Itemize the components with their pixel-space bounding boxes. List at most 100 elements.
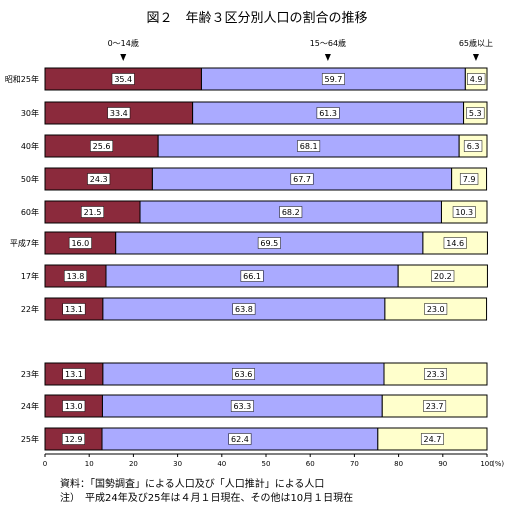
data-label-box: [443, 237, 467, 249]
data-label: 21.5: [84, 208, 102, 217]
x-axis: 0 10 20 30 40 50 60 70 80 90 100(%): [43, 453, 504, 468]
data-label-box: [424, 368, 447, 380]
data-label: 23.7: [426, 402, 444, 411]
data-label: 66.1: [243, 272, 261, 281]
data-label: 69.5: [260, 239, 278, 248]
legend-arrow: [120, 54, 127, 61]
category-label: 24年: [21, 401, 39, 411]
legend-label: 15～64歳: [310, 38, 346, 48]
legend-arrow: [324, 54, 331, 61]
notes: 資料：「国勢調査」による人口及び「人口推計」による人口 注） 平成24年及び25…: [60, 478, 353, 506]
data-label-box: [240, 270, 264, 282]
category-label: 25年: [21, 434, 39, 444]
data-label: 24.7: [424, 435, 442, 444]
data-label: 6.3: [467, 142, 480, 151]
category-label: 30年: [21, 108, 39, 118]
data-label-box: [90, 140, 114, 152]
data-label-box: [81, 206, 104, 218]
data-label: 35.4: [114, 75, 132, 84]
data-label-box: [424, 303, 448, 315]
data-label: 4.9: [470, 75, 483, 84]
data-label: 33.4: [110, 109, 128, 118]
x-tick-label: 60: [306, 460, 315, 468]
data-label: 10.3: [455, 208, 473, 217]
data-label-box: [257, 237, 281, 249]
data-label-box: [111, 73, 135, 85]
data-label: 23.0: [427, 305, 445, 314]
category-label: 50年: [21, 174, 39, 184]
data-label-box: [228, 433, 252, 445]
data-label-box: [87, 173, 111, 185]
data-label-box: [62, 303, 86, 315]
x-tick-label: 0: [43, 460, 47, 468]
data-label: 13.1: [65, 370, 83, 379]
data-label: 61.3: [319, 109, 337, 118]
category-label: 22年: [21, 304, 39, 314]
data-label-box: [467, 73, 486, 85]
data-label: 63.3: [233, 402, 251, 411]
data-label-box: [62, 368, 86, 380]
data-label: 13.0: [65, 402, 83, 411]
category-label: 平成7年: [10, 238, 39, 248]
category-label: 40年: [21, 141, 39, 151]
data-label: 20.2: [434, 272, 452, 281]
data-label: 62.4: [231, 435, 249, 444]
data-label: 68.2: [282, 208, 300, 217]
x-tick-label: 50: [262, 460, 271, 468]
x-unit-label: (%): [492, 460, 504, 468]
x-tick-label: 100: [480, 460, 493, 468]
data-label-box: [420, 433, 444, 445]
data-label: 7.9: [463, 175, 476, 184]
data-label-box: [230, 400, 254, 412]
data-label: 25.6: [93, 142, 111, 151]
data-label: 63.6: [235, 370, 253, 379]
chart-title: 図２ 年齢３区分別人口の割合の推移: [146, 10, 367, 26]
x-tick-label: 40: [217, 460, 226, 468]
data-label-box: [290, 173, 314, 185]
data-label-box: [107, 107, 131, 119]
data-label: 16.0: [71, 239, 89, 248]
data-label-box: [232, 368, 255, 380]
date-note: 注） 平成24年及び25年は４月１日現在、その他は10月１日現在: [60, 493, 354, 504]
bars: 昭和25年 35.4 59.7 4.9 30年 33.4 61.3 5.3 40年 25.6 68.…: [5, 67, 488, 451]
x-tick-label: 10: [85, 460, 94, 468]
data-label: 12.9: [65, 435, 83, 444]
x-tick-label: 70: [350, 460, 359, 468]
x-tick-label: 90: [438, 460, 447, 468]
x-tick-label: 30: [173, 460, 182, 468]
category-label: 60年: [21, 207, 39, 217]
data-label-box: [232, 303, 256, 315]
data-label: 67.7: [293, 175, 311, 184]
category-label: 17年: [21, 271, 39, 281]
data-label: 13.8: [67, 272, 85, 281]
data-label-box: [316, 107, 340, 119]
data-label: 59.7: [324, 75, 342, 84]
data-label-box: [463, 140, 483, 152]
source-note: 資料：「国勢調査」による人口及び「人口推計」による人口: [60, 479, 325, 490]
data-label: 63.8: [235, 305, 253, 314]
data-label-box: [64, 270, 87, 282]
x-tick-label: 80: [394, 460, 403, 468]
category-label: 23年: [21, 369, 39, 379]
data-label: 5.3: [469, 109, 482, 118]
data-label-box: [321, 73, 345, 85]
legend-label: 65歳以上: [459, 38, 493, 48]
data-label-box: [423, 400, 447, 412]
data-label-box: [279, 206, 303, 218]
data-label-box: [459, 173, 479, 185]
data-label-box: [62, 433, 85, 445]
data-label: 13.1: [65, 305, 83, 314]
x-tick-label: 20: [129, 460, 138, 468]
data-label-box: [297, 140, 321, 152]
data-label-box: [68, 237, 92, 249]
legend-arrow: [472, 54, 479, 61]
data-label-box: [452, 206, 476, 218]
category-label: 昭和25年: [5, 74, 39, 84]
data-label: 24.3: [90, 175, 108, 184]
legend: 0～14歳 15～64歳 65歳以上: [108, 38, 493, 61]
data-label-box: [466, 107, 485, 119]
data-label-box: [431, 270, 455, 282]
data-label-box: [62, 400, 86, 412]
data-label: 14.6: [446, 239, 464, 248]
